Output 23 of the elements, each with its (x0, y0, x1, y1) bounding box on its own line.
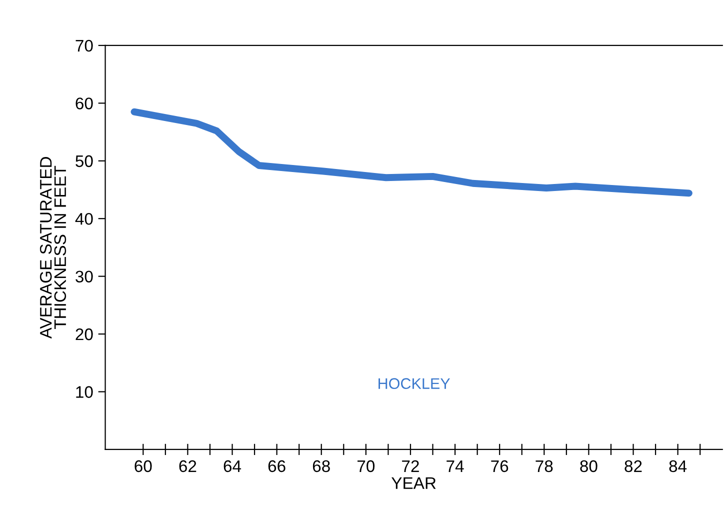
x-tick-label: 82 (624, 460, 642, 472)
y-tick-label: 20 (76, 328, 93, 340)
x-tick-label: 60 (134, 460, 152, 472)
x-tick-label: 66 (268, 460, 286, 472)
x-tick-label: 64 (224, 460, 242, 472)
x-tick-label: 84 (669, 460, 687, 472)
text: HOCKLEY (378, 378, 450, 389)
y-axis-title: AVERAGE SATURATED THICKNESS IN FEET (40, 157, 66, 339)
y-tick-label: 50 (76, 155, 93, 168)
x-tick-label: 72 (402, 460, 419, 472)
x-tick-label: 78 (536, 460, 553, 472)
y-tick-label: 10 (76, 386, 93, 398)
y-tick-label: 40 (75, 212, 93, 225)
x-tick-label: 68 (312, 460, 330, 472)
x-tick-label: 70 (358, 460, 375, 472)
x-tick-label: 62 (179, 460, 196, 472)
x-tick-label: 76 (491, 460, 508, 472)
y-tick-label: 70 (76, 40, 93, 52)
y-tick-label: 30 (76, 270, 93, 283)
x-tick-label: 80 (580, 460, 598, 472)
x-tick-label: 74 (446, 460, 464, 472)
y-tick-label: 60 (76, 98, 93, 110)
x-axis-title: YEAR (391, 477, 436, 489)
